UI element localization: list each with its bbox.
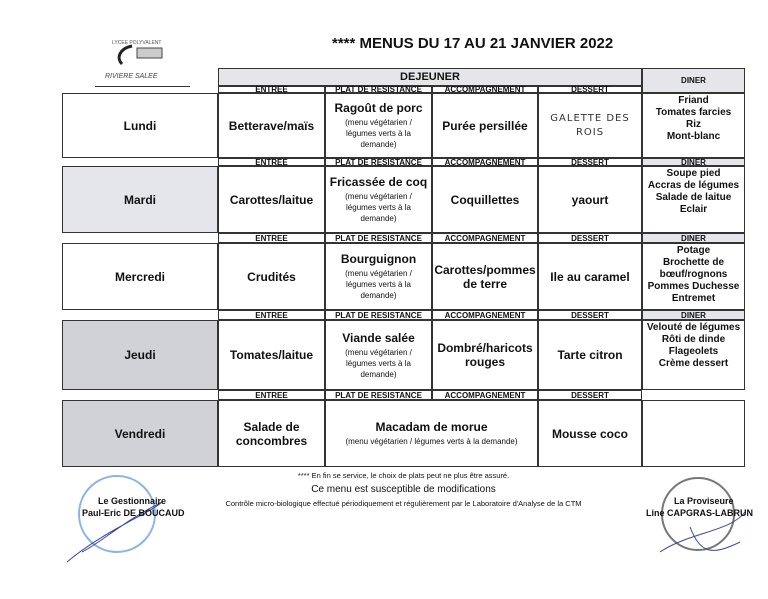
school-logo: LYCEE POLYVALENT xyxy=(92,38,182,68)
veg-note: (menu végétarien / légumes verts à la de… xyxy=(345,269,412,300)
entree-cell: Salade de concombres xyxy=(218,400,325,467)
dinner-cell xyxy=(642,400,745,467)
dessert-cell: Mousse coco xyxy=(538,400,642,467)
dinner-subheader: DINER xyxy=(642,158,745,167)
dinner-item: Entremet xyxy=(671,293,716,304)
dinner-item: Salade de laitue xyxy=(655,192,732,203)
column-header: ENTREE xyxy=(218,390,325,400)
dinner-subheader: DINER xyxy=(642,233,745,243)
dessert-cell: Tarte citron xyxy=(538,320,642,390)
svg-text:LYCEE POLYVALENT: LYCEE POLYVALENT xyxy=(112,40,161,46)
dinner-item: Soupe pied xyxy=(666,168,721,179)
dinner-item: Potage xyxy=(676,245,711,256)
day-label: Lundi xyxy=(62,93,218,158)
school-name: RIVIERE SALEE xyxy=(95,73,190,87)
accompaniment-cell: Coquillettes xyxy=(432,166,538,233)
column-header: DESSERT xyxy=(538,158,642,167)
plat-cell: Fricassée de coq (menu végétarien / légum… xyxy=(325,166,432,233)
left-signatory-role: Le Gestionnaire xyxy=(98,496,167,506)
veg-note: (menu végétarien / légumes verts à la de… xyxy=(345,347,412,379)
plat-cell: Bourguignon (menu végétarien / légumes ve… xyxy=(325,243,432,310)
column-header: DESSERT xyxy=(538,310,642,320)
plat-cell: Ragoût de porc (menu végétarien / légumes… xyxy=(325,93,432,158)
footer-control: Contrôle micro-biologique effectué pério… xyxy=(225,499,582,508)
entree-cell: Tomates/laitue xyxy=(218,320,325,390)
column-header: ENTREE xyxy=(218,310,325,320)
day-label: Mardi xyxy=(62,166,218,233)
dinner-item: Mont-blanc xyxy=(666,131,721,142)
right-stamp xyxy=(650,472,750,564)
column-header: ACCOMPAGNEMENT xyxy=(432,233,538,243)
column-header: PLAT DE RESISTANCE xyxy=(325,85,432,94)
lunch-header: DEJEUNER xyxy=(218,68,642,86)
column-header: PLAT DE RESISTANCE xyxy=(325,310,432,320)
column-header: DESSERT xyxy=(538,233,642,243)
entree-cell: Crudités xyxy=(218,243,325,310)
column-header: ENTREE xyxy=(218,233,325,243)
day-label: Vendredi xyxy=(62,400,218,467)
dinner-header: DINER xyxy=(642,68,745,93)
dinner-item: Eclair xyxy=(679,204,708,215)
column-header: ACCOMPAGNEMENT xyxy=(432,390,538,400)
column-header: PLAT DE RESISTANCE xyxy=(325,233,432,243)
page-title: **** MENUS DU 17 AU 21 JANVIER 2022 xyxy=(332,35,614,52)
right-signatory-name: Line CAPGRAS-LABRUN xyxy=(646,508,753,518)
veg-note: (menu végétarien / légumes verts à la de… xyxy=(345,192,412,223)
dinner-cell: Friand Tomates farcies Riz Mont-blanc xyxy=(642,93,745,158)
column-header: ACCOMPAGNEMENT xyxy=(432,158,538,167)
dinner-cell: Soupe pied Accras de légumes Salade de lai… xyxy=(642,166,745,233)
dinner-item: Brochette de bœuf/rognons xyxy=(659,257,728,280)
dinner-item: Flageolets xyxy=(668,346,719,357)
accompaniment-cell: Purée persillée xyxy=(432,93,538,158)
dinner-item: Rôti de dinde xyxy=(661,334,726,345)
column-header: DESSERT xyxy=(538,390,642,400)
dinner-item: Velouté de légumes xyxy=(646,322,741,333)
dessert-cell: Ile au caramel xyxy=(538,243,642,310)
column-header: DESSERT xyxy=(538,85,642,94)
dinner-item: Friand xyxy=(678,95,709,106)
veg-note: (menu végétarien / légumes verts à la de… xyxy=(345,437,518,446)
dinner-item: Pommes Duchesse xyxy=(647,281,740,292)
column-header: PLAT DE RESISTANCE xyxy=(325,390,432,400)
dinner-cell: Potage Brochette de bœuf/rognons Pommes Du… xyxy=(642,243,745,310)
dessert-cell: yaourt xyxy=(538,166,642,233)
dinner-item: Crème dessert xyxy=(658,358,729,369)
dinner-item: Riz xyxy=(686,119,701,130)
left-signatory-name: Paul-Eric DE BOUCAUD xyxy=(82,508,185,518)
column-header: ACCOMPAGNEMENT xyxy=(432,85,538,94)
left-stamp xyxy=(62,472,177,567)
plat-name: Ragoût de porc xyxy=(334,101,423,115)
plat-cell: Macadam de morue (menu végétarien / légum… xyxy=(325,400,538,467)
accompaniment-cell: Dombré/haricots rouges xyxy=(432,320,538,390)
plat-name: Bourguignon xyxy=(340,252,417,266)
column-header: ACCOMPAGNEMENT xyxy=(432,310,538,320)
veg-note: (menu végétarien / légumes verts à la de… xyxy=(345,118,412,149)
plat-name: Macadam de morue xyxy=(375,420,488,434)
dinner-item: Accras de légumes xyxy=(647,180,740,191)
day-label: Jeudi xyxy=(62,320,218,390)
day-label: Mercredi xyxy=(62,243,218,310)
column-header: ENTREE xyxy=(218,85,325,94)
dinner-subheader: DINER xyxy=(642,310,745,320)
entree-cell: Betterave/maïs xyxy=(218,93,325,158)
plat-cell: Viande salée (menu végétarien / légumes v… xyxy=(325,320,432,390)
column-header: PLAT DE RESISTANCE xyxy=(325,158,432,167)
column-header: ENTREE xyxy=(218,158,325,167)
dessert-cell: GALETTE DES ROIS xyxy=(538,93,642,158)
plat-name: Viande salée xyxy=(342,330,415,345)
accompaniment-cell: Carottes/pommes de terre xyxy=(432,243,538,310)
right-signatory-role: La Proviseure xyxy=(674,496,734,506)
entree-cell: Carottes/laitue xyxy=(218,166,325,233)
footer-note: **** En fin se service, le choix de plat… xyxy=(297,471,510,480)
dinner-item: Tomates farcies xyxy=(655,107,732,118)
footer-modif: Ce menu est susceptible de modifications xyxy=(311,484,496,495)
dinner-cell: Velouté de légumes Rôti de dinde Flageolet… xyxy=(642,320,745,390)
plat-name: Fricassée de coq xyxy=(329,175,428,189)
